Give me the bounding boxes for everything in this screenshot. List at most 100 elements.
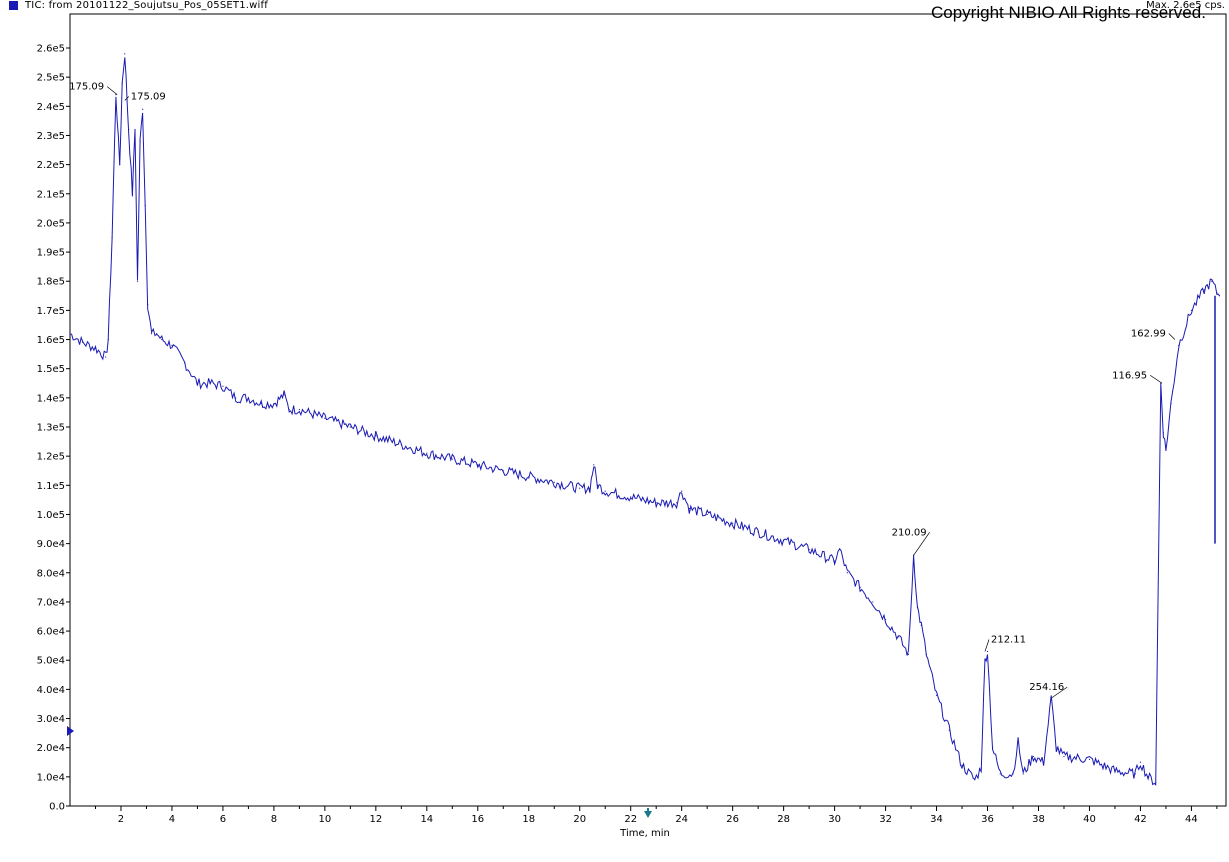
y-tick-label: 7.0e4: [37, 597, 65, 608]
y-tick-label: 9.0e4: [37, 539, 65, 550]
data-point: [596, 484, 599, 486]
data-point: [184, 362, 186, 364]
data-point: [846, 572, 848, 574]
data-point: [961, 764, 963, 766]
data-point: [732, 522, 734, 524]
peak-label-leader: [106, 86, 118, 95]
data-point: [916, 607, 919, 609]
data-point: [593, 464, 595, 466]
data-point: [115, 94, 117, 96]
peak-label-leader: [124, 96, 130, 101]
y-tick-label: 1.6e5: [37, 335, 65, 346]
data-point: [502, 470, 504, 472]
x-tick-label: 4: [169, 814, 175, 825]
x-tick-label: 22: [624, 814, 637, 825]
data-point: [1216, 292, 1218, 294]
data-point: [171, 344, 173, 346]
intensity-marker-icon: [67, 726, 74, 736]
data-point: [1042, 761, 1045, 763]
data-point: [400, 443, 402, 446]
x-tick-label: 40: [1083, 814, 1096, 825]
data-point: [630, 496, 632, 498]
peak-label-leader: [984, 639, 990, 652]
data-point: [147, 303, 149, 306]
data-point: [1114, 770, 1116, 772]
data-point: [283, 394, 285, 396]
copyright-notice: Copyright NIBIO All Rights reserved.: [931, 3, 1206, 22]
data-point: [1134, 773, 1136, 775]
y-tick-label: 2.0e5: [37, 218, 65, 229]
data-point: [477, 464, 479, 466]
x-tick-label: 18: [522, 814, 535, 825]
data-point: [111, 236, 113, 239]
y-tick-label: 1.9e5: [37, 248, 65, 259]
data-point: [196, 382, 199, 384]
data-point: [142, 108, 144, 110]
data-point: [1139, 761, 1142, 763]
data-point: [706, 513, 708, 516]
data-point: [681, 490, 683, 492]
data-point: [1032, 755, 1034, 758]
y-tick-label: 1.2e5: [37, 452, 65, 463]
data-point: [451, 458, 453, 460]
tic-trace-series-0: [69, 57, 1220, 786]
y-tick-label: 1.1e5: [37, 481, 65, 492]
y-tick-label: 3.0e4: [37, 714, 65, 725]
y-tick-label: 2.0e4: [37, 743, 65, 754]
y-tick-label: 1.3e5: [37, 423, 65, 434]
peak-label: 175.09: [69, 82, 104, 93]
x-tick-label: 6: [220, 814, 226, 825]
chart-header: TIC: from 20101122_Soujutsu_Pos_05SET1.w…: [0, 0, 1229, 22]
data-point: [1190, 309, 1193, 311]
data-point: [897, 636, 899, 638]
data-point: [986, 650, 989, 653]
data-point: [1155, 782, 1157, 784]
x-tick-label: 26: [726, 814, 739, 825]
x-tick-label: 30: [828, 814, 841, 825]
data-point: [139, 140, 141, 142]
data-point: [1178, 344, 1180, 346]
data-point: [235, 397, 237, 399]
x-tick-label: 42: [1134, 814, 1147, 825]
peak-label-leader: [1051, 686, 1068, 699]
data-point: [688, 508, 690, 510]
data-point: [349, 426, 351, 428]
time-cursor-icon: [644, 811, 652, 818]
data-point: [1063, 755, 1065, 758]
data-point: [783, 540, 785, 542]
data-point: [528, 475, 530, 478]
x-tick-label: 10: [319, 814, 332, 825]
data-point: [273, 403, 275, 405]
peak-label-leader: [1168, 333, 1176, 340]
x-tick-label: 2: [118, 814, 124, 825]
y-tick-label: 4.0e4: [37, 685, 65, 696]
data-point: [222, 385, 224, 387]
data-point: [579, 487, 581, 489]
data-point: [134, 129, 136, 131]
y-tick-label: 1.7e5: [37, 306, 65, 317]
plot-frame: [69, 13, 1227, 807]
y-tick-label: 2.5e5: [37, 73, 65, 84]
data-point: [1088, 758, 1091, 760]
peak-label-leader: [913, 532, 930, 556]
data-point: [808, 548, 810, 551]
data-point: [675, 502, 678, 504]
legend-swatch: [9, 1, 18, 10]
data-point: [128, 129, 130, 131]
data-point: [156, 333, 158, 335]
x-tick-label: 20: [573, 814, 586, 825]
y-tick-label: 0.0: [49, 802, 65, 813]
x-tick-label: 14: [420, 814, 433, 825]
data-point: [757, 531, 759, 533]
y-tick-label: 5.0e4: [37, 656, 65, 667]
x-tick-label: 36: [981, 814, 994, 825]
data-point: [1218, 295, 1221, 297]
data-point: [935, 694, 938, 696]
y-tick-label: 1.8e5: [37, 277, 65, 288]
data-point: [974, 779, 976, 781]
max-intensity-label: Max. 2.6e5 cps.: [1146, 0, 1225, 11]
data-point: [107, 338, 109, 341]
x-tick-label: 12: [369, 814, 382, 825]
data-point: [984, 659, 986, 661]
